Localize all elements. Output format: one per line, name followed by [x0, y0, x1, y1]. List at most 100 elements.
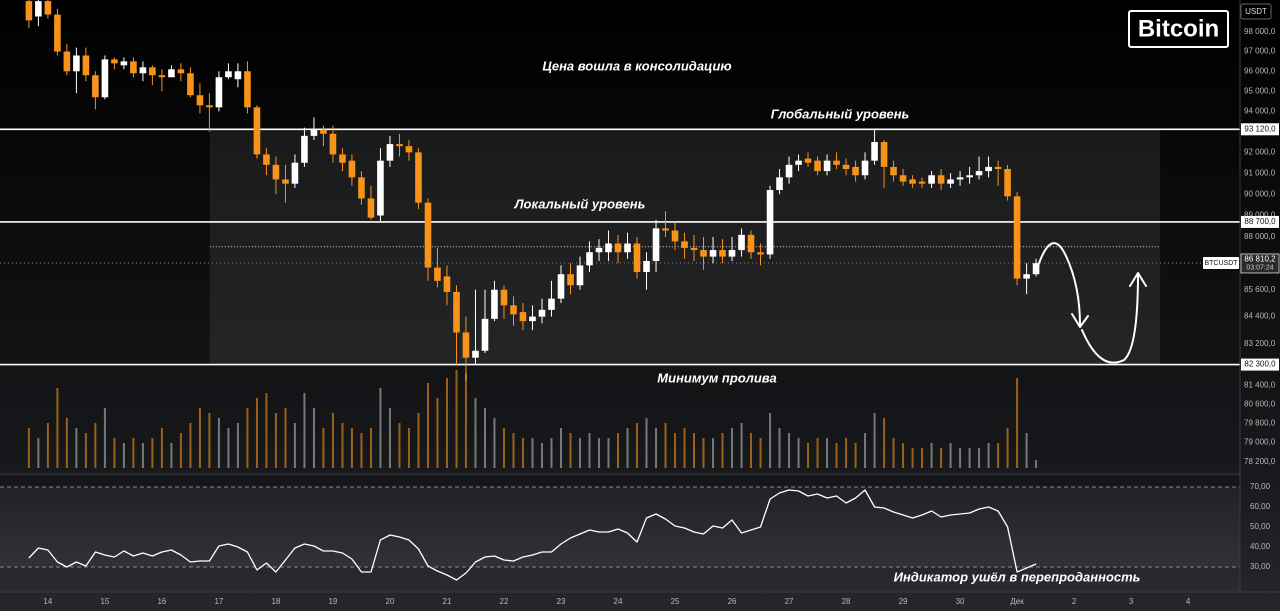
candle-body	[766, 189, 774, 255]
x-tick-label: 25	[671, 597, 680, 606]
candle-body	[966, 175, 973, 178]
candle-body	[880, 142, 888, 167]
candle-body	[652, 228, 660, 261]
volume-bar	[940, 448, 943, 468]
volume-bar	[598, 438, 601, 468]
volume-bar	[189, 423, 192, 468]
candle-body	[25, 1, 33, 21]
x-tick-label: 21	[443, 597, 452, 606]
annotation: Локальный уровень	[514, 196, 646, 211]
volume-bar	[160, 428, 163, 468]
x-tick-label: Дек	[1010, 597, 1024, 606]
candle-body	[776, 177, 783, 190]
y-tick-label: 97 000,0	[1244, 47, 1276, 56]
volume-bar	[379, 388, 382, 468]
candle-body	[728, 250, 736, 257]
candle-body	[861, 160, 869, 176]
volume-bar	[845, 438, 848, 468]
volume-bar	[930, 443, 933, 468]
volume-bar	[892, 438, 895, 468]
volume-bar	[179, 433, 182, 468]
candle-body	[215, 77, 223, 108]
volume-bar	[702, 438, 705, 468]
candle-body	[595, 247, 603, 253]
candle-body	[785, 164, 793, 178]
candle-body	[1004, 168, 1011, 197]
volume-bar	[417, 413, 420, 468]
x-tick-label: 19	[328, 597, 337, 606]
volume-bar	[607, 438, 610, 468]
volume-bar	[645, 418, 648, 468]
volume-bar	[635, 423, 638, 468]
candle-body	[918, 181, 926, 184]
candle-body	[206, 105, 213, 108]
volume-bar	[27, 428, 30, 468]
volume-bar	[578, 438, 581, 468]
volume-bar	[141, 443, 144, 468]
candle-body	[396, 144, 403, 147]
candle-body	[329, 133, 337, 155]
candle-body	[111, 59, 118, 64]
volume-bar	[217, 418, 220, 468]
volume-bar	[94, 423, 97, 468]
x-tick-label: 3	[1129, 597, 1134, 606]
candle-body	[291, 162, 299, 184]
rsi-tick-label: 60,00	[1250, 502, 1271, 511]
candle-body	[63, 51, 71, 72]
y-tick-label: 94 000,0	[1244, 106, 1276, 115]
candle-body	[253, 107, 261, 155]
volume-bar	[655, 428, 658, 468]
candle-body	[310, 129, 318, 136]
volume-bar	[455, 370, 458, 468]
x-tick-label: 26	[728, 597, 737, 606]
candle-body	[985, 166, 992, 172]
volume-bar	[113, 438, 116, 468]
volume-bar	[341, 423, 344, 468]
rsi-tick-label: 70,00	[1250, 482, 1271, 491]
volume-bar	[293, 423, 296, 468]
x-tick-label: 24	[614, 597, 623, 606]
volume-bar	[512, 433, 515, 468]
candle-body	[139, 67, 147, 74]
candle-body	[757, 252, 764, 255]
last-price-label: 86 810,2	[1244, 255, 1276, 264]
x-tick-label: 17	[214, 597, 223, 606]
candle-body	[462, 332, 470, 358]
volume-bar	[759, 438, 762, 468]
candle-body	[44, 1, 52, 15]
x-tick-label: 15	[100, 597, 109, 606]
candle-body	[453, 291, 460, 333]
volume-bar	[693, 433, 696, 468]
volume-bar	[521, 438, 524, 468]
volume-bar	[493, 418, 496, 468]
candle-body	[747, 234, 755, 253]
volume-bar	[322, 428, 325, 468]
y-tick-label: 83 200,0	[1244, 339, 1276, 348]
x-tick-label: 29	[899, 597, 908, 606]
volume-bar	[151, 438, 154, 468]
candle-body	[339, 154, 346, 163]
volume-bar	[312, 408, 315, 468]
rsi-tick-label: 40,00	[1250, 542, 1271, 551]
candle-body	[586, 252, 593, 266]
candle-body	[947, 179, 954, 184]
rsi-band	[0, 487, 1240, 567]
currency[interactable]: USDT	[1245, 7, 1267, 16]
candle-body	[567, 274, 574, 286]
volume-bar	[721, 433, 724, 468]
volume-bar	[531, 438, 534, 468]
volume-bar	[712, 438, 715, 468]
y-tick-label: 96 000,0	[1244, 66, 1276, 75]
candle-body	[671, 230, 679, 242]
candle-body	[54, 14, 61, 52]
candle-body	[795, 160, 802, 165]
candle-body	[158, 75, 166, 78]
volume-bar	[588, 433, 591, 468]
candle-body	[35, 1, 42, 17]
currency-box[interactable]	[1240, 3, 1272, 20]
volume-bar	[198, 408, 201, 468]
volume-bar	[227, 428, 230, 468]
rsi-tick-label: 30,00	[1250, 562, 1271, 571]
candle-body	[367, 198, 375, 218]
rsi-pane	[0, 476, 1240, 592]
